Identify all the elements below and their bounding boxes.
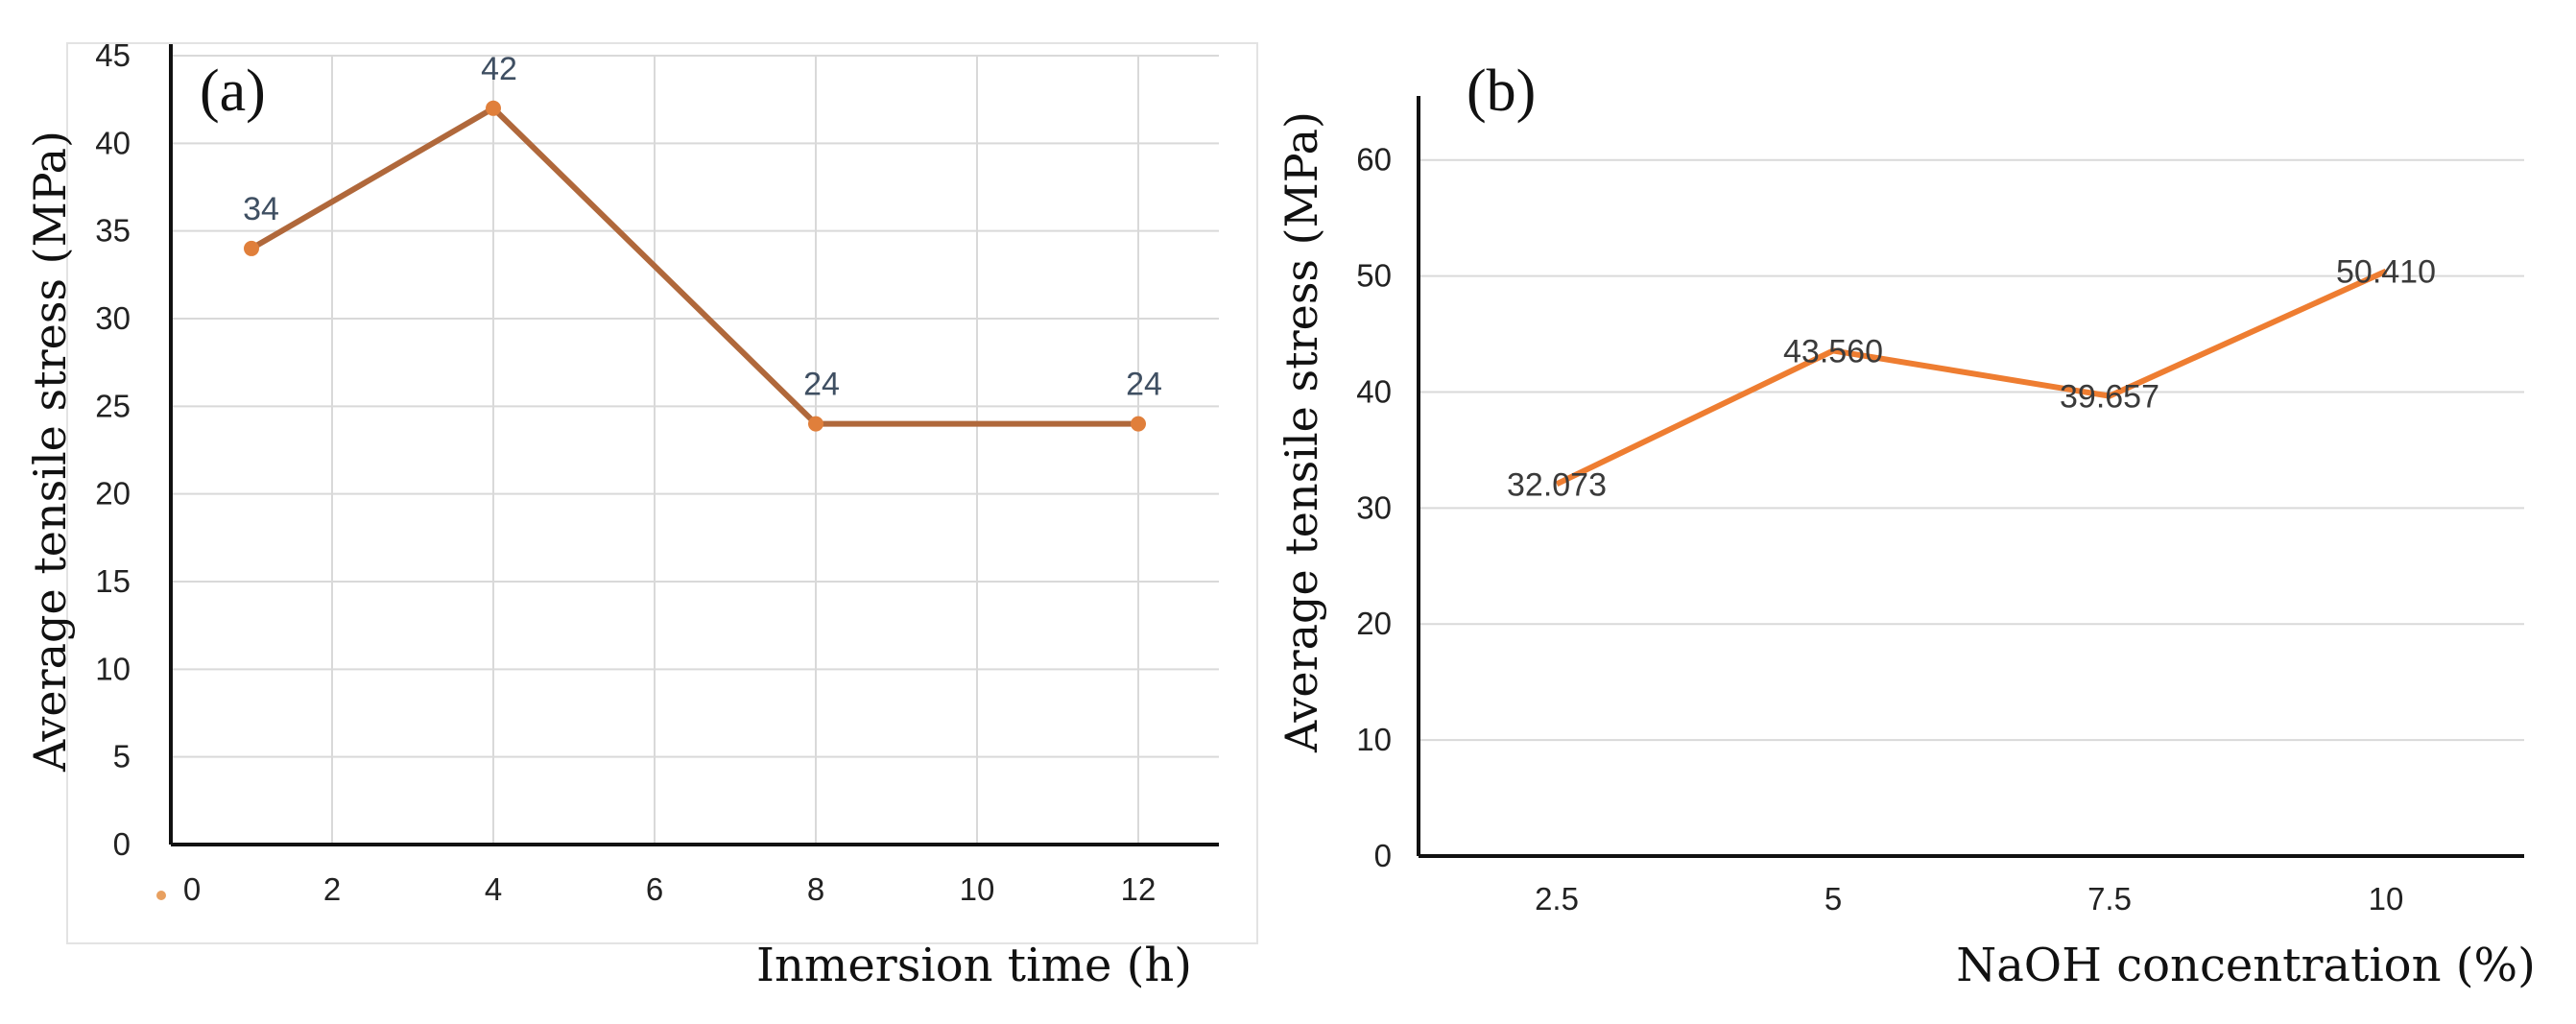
panel-b-label: (b) — [1467, 59, 1536, 124]
panel-a-x-tick-label: 10 — [960, 871, 995, 907]
panel-a-x-tick-label: 4 — [485, 871, 502, 907]
panel-a-y-tick-label: 30 — [95, 300, 131, 336]
panel-a-y-tick-label: 15 — [95, 563, 131, 599]
panel-b-x-tick-label: 5 — [1825, 881, 1842, 917]
panel-a-data-label: 24 — [1126, 367, 1162, 403]
panel-a-data-point — [1131, 416, 1146, 432]
panel-a-axes — [169, 44, 1219, 846]
panel-b-series-line — [1555, 268, 2388, 487]
panel-b-data-labels: 32.073 43.560 39.657 50.410 — [1507, 254, 2436, 504]
panel-a-data-point — [244, 240, 259, 256]
panel-b-x-tick-label: 7.5 — [2087, 881, 2132, 917]
panel-a-x-tick-label: 2 — [323, 871, 341, 907]
panel-a-data-labels: 34 42 24 24 — [243, 51, 1162, 403]
panel-b-y-tick-label: 30 — [1356, 489, 1392, 525]
panel-a-y-tick-label: 45 — [95, 37, 131, 73]
panel-a-data-label: 34 — [243, 191, 279, 227]
panel-a-y-tick-label: 40 — [95, 125, 131, 160]
panel-a-data-point — [486, 100, 501, 116]
panel-a-y-tick-label: 0 — [113, 826, 131, 862]
panel-a-frame — [66, 42, 1258, 944]
panel-b-y-tick-label: 50 — [1356, 258, 1392, 294]
panel-b-y-tick-label: 40 — [1356, 373, 1392, 409]
panel-a-x-tick-label: 0 — [183, 871, 201, 907]
panel-a-data-label: 42 — [481, 51, 517, 87]
panel-a-x-tick-label: 12 — [1121, 871, 1157, 907]
panel-b-y-tick-label: 60 — [1356, 142, 1392, 178]
panel-a-y-tick-label: 35 — [95, 213, 131, 249]
panel-b-axes — [1417, 96, 2524, 858]
panel-a-x-axis-title: Inmersion time (h) — [756, 939, 1192, 992]
panel-a-x-tick-label: 6 — [646, 871, 663, 907]
panel-b-y-ticks: 0 10 20 30 40 50 60 — [1356, 142, 1392, 873]
panel-b-data-label: 32.073 — [1507, 466, 1607, 503]
panel-a-series-line — [250, 105, 1138, 427]
panel-b-x-ticks: 2.5 5 7.5 10 — [1535, 881, 2403, 917]
panel-a-y-ticks: 0 5 10 15 20 25 30 35 40 45 — [95, 37, 131, 862]
panel-a-gridlines — [171, 55, 1219, 845]
panel-b-gridlines — [1419, 158, 2524, 742]
panel-b-data-label: 39.657 — [2060, 379, 2159, 416]
panel-b-y-axis-title: Average tensile stress (MPa) — [1276, 111, 1327, 753]
panel-b-data-label: 43.560 — [1783, 333, 1883, 369]
panel-b-series — [1555, 268, 2388, 487]
panel-a-y-tick-label: 10 — [95, 651, 131, 686]
panel-b-data-label: 50.410 — [2336, 254, 2436, 291]
panel-a-label: (a) — [200, 59, 266, 124]
panel-a-x-tick-label: 8 — [807, 871, 824, 907]
panel-a-y-tick-label: 25 — [95, 388, 131, 423]
panel-b-x-tick-label: 10 — [2369, 881, 2404, 917]
panel-a-data-point — [808, 416, 823, 432]
panel-b-x-axis-title: NaOH concentration (%) — [1956, 939, 2536, 992]
panel-a-legend-marker — [156, 891, 166, 900]
panel-a-y-axis-title: Average tensile stress (MPa) — [24, 131, 76, 773]
panel-a-data-label: 24 — [803, 367, 840, 403]
panel-b-y-tick-label: 20 — [1356, 606, 1392, 641]
panel-a-y-tick-label: 20 — [95, 476, 131, 512]
panel-a-x-ticks: 0 2 4 6 8 10 12 — [183, 871, 1157, 907]
panel-b-y-tick-label: 10 — [1356, 722, 1392, 757]
panel-a-series — [156, 100, 1146, 900]
panel-b-y-tick-label: 0 — [1374, 838, 1392, 873]
panel-b-x-tick-label: 2.5 — [1535, 881, 1579, 917]
chart-panel-b: 0 10 20 30 40 50 60 2.5 5 7.5 10 32.073 43.560 39.6… — [1276, 59, 2536, 992]
panel-a-y-tick-label: 5 — [113, 739, 131, 774]
